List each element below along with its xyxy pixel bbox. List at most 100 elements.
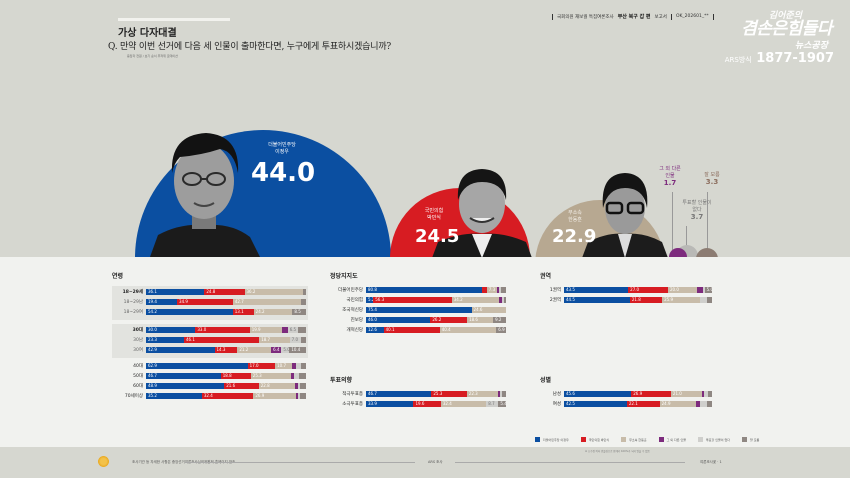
legend-label: 국민의힘 박민식 bbox=[588, 437, 610, 442]
bar-row: 1권역 43.5 27.0 20.0 5.0 bbox=[540, 286, 712, 294]
bar-segment: 42.5 bbox=[564, 401, 627, 407]
bar-segment: 10.7 bbox=[275, 363, 293, 369]
bar-segment: 24.9 bbox=[659, 401, 697, 407]
stacked-bar: 54.2 13.1 24.2 8.5 bbox=[146, 309, 306, 315]
bar-segment: 21.0 bbox=[670, 391, 702, 397]
legend-label: 그 외 다른 인물 bbox=[666, 437, 687, 442]
source-prefix: 국회의원 재보궐 특집여론조사 bbox=[557, 14, 614, 20]
bar-segment: 21.6 bbox=[224, 383, 259, 389]
bar-segment bbox=[501, 287, 506, 293]
bar-segment bbox=[497, 287, 500, 293]
bar-row: 소극투표층 33.9 19.6 32.4 8.7 5.4 bbox=[330, 400, 506, 408]
bar-segment: 34.9 bbox=[177, 299, 233, 305]
bar-segment: 32.4 bbox=[201, 393, 254, 399]
row-label: 개혁신당 bbox=[346, 328, 363, 333]
survey-question: Q. 만약 이번 선거에 다음 세 인물이 출마한다면, 누구에게 투표하시겠습… bbox=[108, 42, 392, 52]
bar-segment bbox=[707, 391, 712, 397]
bar-row: 70세이상 35.2 32.4 26.9 bbox=[112, 392, 308, 400]
bar-segment: 5.0 bbox=[281, 347, 290, 353]
bar-segment: 24.6 bbox=[471, 307, 506, 313]
report-label: 보고서 bbox=[654, 14, 667, 20]
bar-segment: 10.4 bbox=[289, 347, 306, 353]
brand-logo: 김어준의 겸손은힘들다 뉴스공장 ARS방식 1877-1907 bbox=[712, 8, 842, 66]
stacked-bar: 5.256.334.2 bbox=[366, 297, 506, 303]
bar-segment bbox=[294, 373, 300, 379]
legend-item: 국민의힘 박민식 bbox=[580, 437, 610, 442]
candidate-value-lee: 44.0 bbox=[251, 158, 316, 188]
brand-line1: 김어준의 bbox=[768, 11, 802, 21]
bar-row: 18~29세 36.1 24.8 36.2 bbox=[112, 288, 306, 296]
bar-segment bbox=[697, 287, 703, 293]
bar-segment: 5.2 bbox=[366, 297, 374, 303]
bar-segment bbox=[482, 287, 487, 293]
stacked-bar: 23.3 46.1 18.7 7.0 bbox=[146, 337, 306, 343]
bar-segment: 45.6 bbox=[564, 391, 632, 397]
row-label: 18~29여 bbox=[123, 310, 143, 315]
region-label: 부산 북구 갑 편 bbox=[617, 14, 651, 20]
bar-segment bbox=[500, 391, 503, 397]
bar-segment: 8.5 bbox=[292, 309, 306, 315]
stacked-bar: 80.8 7.3 bbox=[366, 287, 506, 293]
bar-segment: 22.3 bbox=[466, 391, 498, 397]
legend-swatch-icon bbox=[698, 437, 704, 442]
breakdown-age: 연령 18~29세 36.1 24.8 36.2 18~29남 19.4 34.9 42.7 18… bbox=[112, 271, 308, 402]
row-label: 적극투표층 bbox=[342, 392, 363, 397]
bar-row: 18~29남 19.4 34.9 42.7 bbox=[112, 298, 306, 306]
bar-segment: 12.6 bbox=[366, 327, 384, 333]
bar-segment bbox=[297, 383, 300, 389]
legend-swatch-icon bbox=[580, 437, 586, 442]
legend-label: 잘 모름 bbox=[750, 437, 760, 442]
bar-row: 적극투표층 46.7 25.3 22.3 bbox=[330, 390, 506, 398]
legend-swatch-icon bbox=[621, 437, 627, 442]
bar-segment: 6.4 bbox=[271, 347, 282, 353]
bar-segment: 42.9 bbox=[146, 347, 215, 353]
row-label: 2권역 bbox=[549, 298, 561, 303]
bar-segment: 21.8 bbox=[629, 297, 663, 303]
stacked-bar: 44.5 21.8 25.9 bbox=[564, 297, 712, 303]
bar-segment: 20.0 bbox=[667, 287, 698, 293]
bar-segment bbox=[707, 401, 712, 407]
stacked-bar: 33.9 19.6 32.4 8.7 5.4 bbox=[366, 401, 506, 407]
bar-segment: 5.4 bbox=[498, 401, 506, 407]
legend-label: 더불어민주당 이정우 bbox=[543, 437, 569, 442]
footer-center-text: ARS 조사 bbox=[428, 460, 443, 464]
group-title: 정당지지도 bbox=[330, 273, 358, 280]
footer-rule-left bbox=[185, 462, 415, 463]
row-label: 50대 bbox=[133, 374, 143, 379]
bar-segment: 24.8 bbox=[204, 289, 245, 295]
candidate-photo-han bbox=[582, 170, 668, 258]
candidate-photo-lee bbox=[150, 127, 260, 257]
bar-segment: 43.5 bbox=[564, 287, 629, 293]
bar-segment: 36.2 bbox=[244, 289, 304, 295]
bar-segment: 18.8 bbox=[220, 373, 251, 379]
row-label: 30대 bbox=[132, 328, 143, 333]
row-label: 18~29세 bbox=[122, 290, 143, 295]
bar-segment bbox=[696, 401, 700, 407]
stem-none bbox=[686, 226, 687, 248]
row-label: 30여 bbox=[133, 348, 143, 353]
breakdown-party: 정당지지도더불어민주당80.87.3국민의힘5.256.334.2조국혁신당75… bbox=[330, 271, 506, 336]
stem-dk bbox=[707, 192, 708, 250]
bar-segment: 48.9 bbox=[146, 383, 225, 389]
bar-segment: 26.2 bbox=[430, 317, 468, 323]
group-title: 투표의향 bbox=[330, 377, 353, 384]
footer-rule-right bbox=[455, 462, 685, 463]
bar-segment: 44.5 bbox=[564, 297, 630, 303]
stacked-bar: 19.4 34.9 42.7 bbox=[146, 299, 306, 305]
brand-line2: 겸손은힘들다 bbox=[741, 19, 832, 39]
bar-segment bbox=[282, 327, 288, 333]
bar-segment: 5.0 bbox=[704, 287, 712, 293]
bar-segment bbox=[301, 363, 306, 369]
bar-segment: 46.7 bbox=[146, 373, 221, 379]
minor-dont-know: 잘 모름 3.3 bbox=[704, 172, 720, 186]
bar-segment: 46.1 bbox=[184, 337, 260, 343]
group-title: 연령 bbox=[112, 273, 124, 280]
row-label: 18~29남 bbox=[123, 300, 143, 305]
bar-segment: 46.7 bbox=[366, 391, 432, 397]
bar-segment: 23.3 bbox=[146, 337, 184, 343]
sun-logo-icon bbox=[98, 456, 109, 467]
row-label: 국민의힘 bbox=[346, 298, 363, 303]
